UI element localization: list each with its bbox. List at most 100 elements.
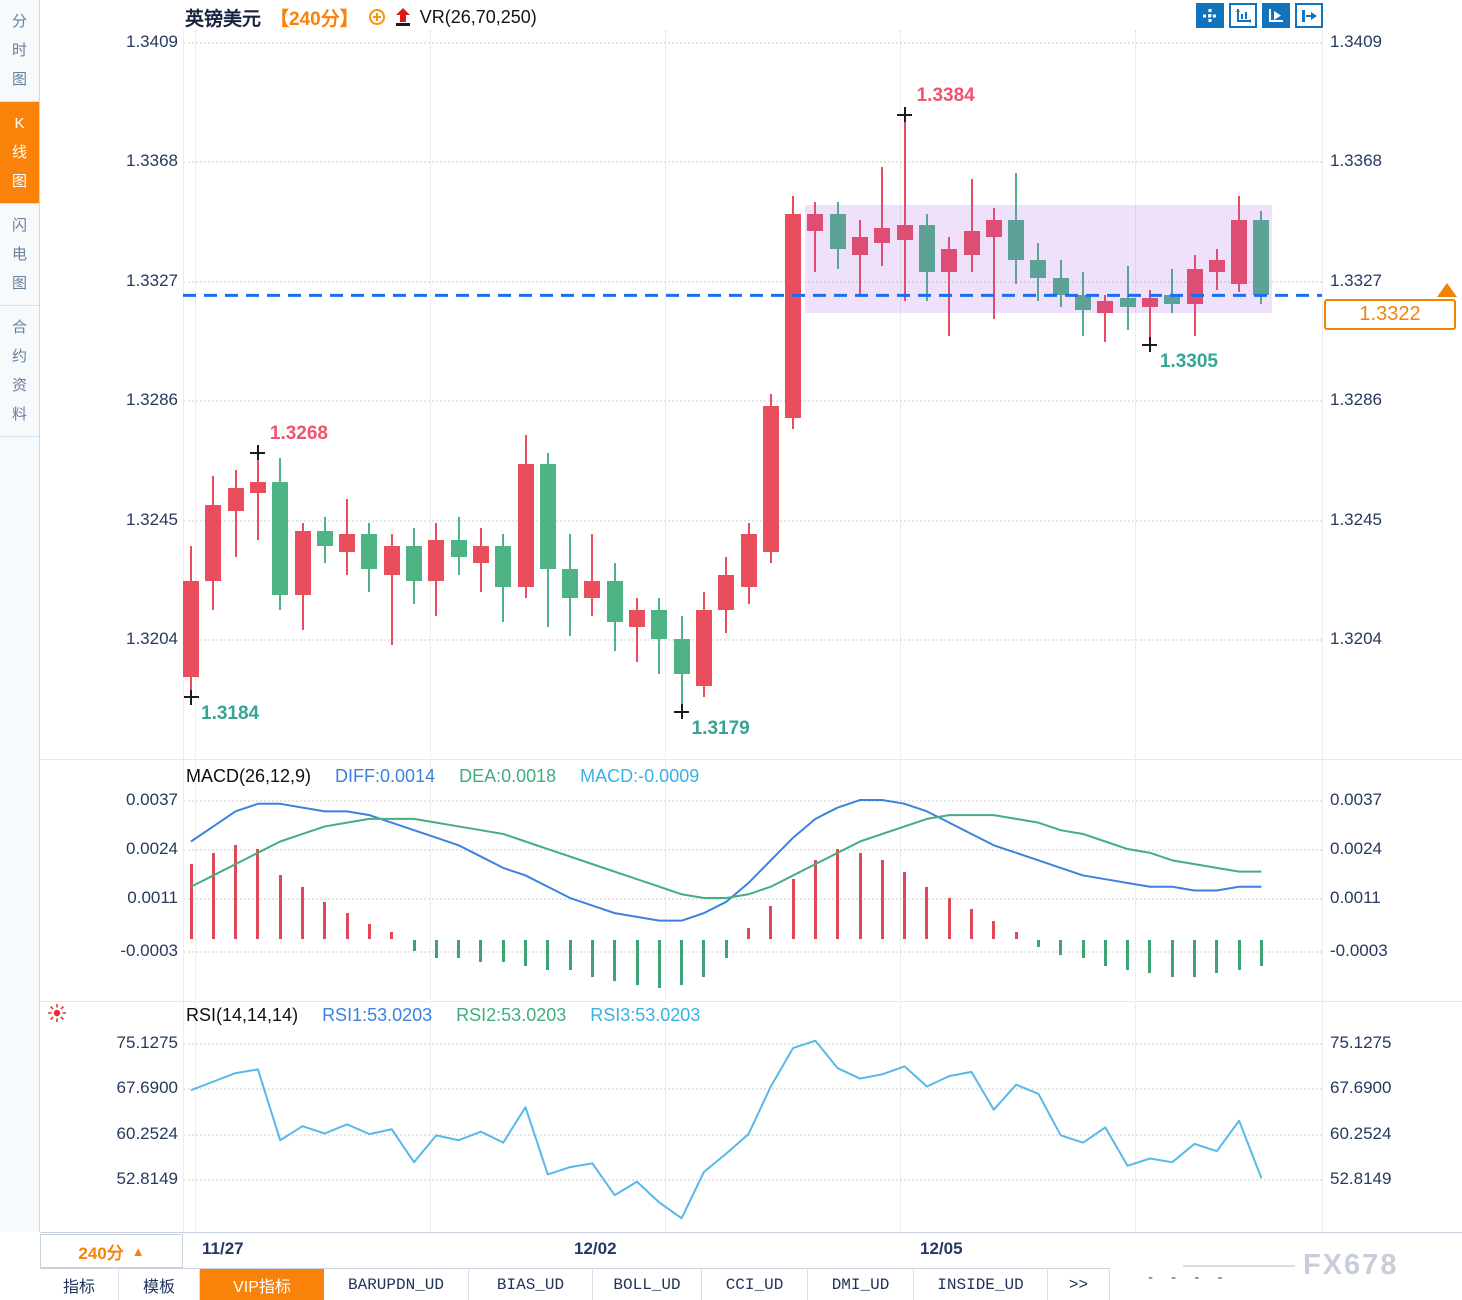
candle-body	[249, 481, 266, 494]
candle-body	[1008, 219, 1025, 261]
candle-wick	[636, 598, 638, 663]
tab-inside-ud[interactable]: INSIDE_UD	[914, 1269, 1048, 1300]
sidebar-tab-contract-info[interactable]: 合约资料	[0, 306, 39, 437]
macd-histogram-bar	[769, 905, 773, 940]
play-chart-icon	[1269, 9, 1283, 22]
tab-more[interactable]: >>	[1048, 1269, 1110, 1300]
macd-axis-label-right: 0.0037	[1330, 790, 1382, 810]
macd-histogram-bar	[479, 939, 483, 963]
pan-right-button[interactable]	[1295, 3, 1323, 28]
price-axis-label-left: 1.3327	[126, 270, 178, 290]
macd-histogram-bar	[434, 939, 438, 959]
rsi1-value: RSI1:53.0203	[322, 1005, 433, 1025]
tab-barupdn-ud[interactable]: BARUPDN_UD	[324, 1269, 469, 1300]
macd-histogram-bar	[1036, 939, 1040, 948]
gridline-horizontal	[183, 950, 1322, 953]
macd-header: MACD(26,12,9) DIFF:0.0014 DEA:0.0018 MAC…	[186, 766, 699, 787]
macd-histogram-bar	[1237, 939, 1241, 970]
grid-layout-button[interactable]	[1196, 3, 1224, 28]
candle-body	[852, 237, 868, 255]
candle-body	[361, 534, 378, 570]
tab-vip-indicators[interactable]: VIP指标	[200, 1269, 324, 1300]
sidebar-tab-label: K线图	[11, 115, 27, 190]
macd-histogram-bar	[412, 939, 416, 951]
candle-body	[294, 531, 311, 596]
macd-histogram-bar	[390, 931, 394, 940]
macd-histogram-bar	[1103, 939, 1107, 966]
price-axis-label-left: 1.3368	[126, 151, 178, 171]
macd-axis-label-right: 0.0011	[1330, 888, 1381, 908]
macd-histogram-bar	[1193, 939, 1196, 978]
rsi-axis-label-right: 67.6900	[1330, 1078, 1392, 1098]
axis-scale-icon	[1236, 9, 1251, 23]
candle-body	[183, 580, 199, 677]
candle-wick	[1148, 289, 1151, 345]
price-axis-label-left: 1.3245	[126, 509, 178, 529]
arrow-exit-right-icon	[1302, 9, 1317, 22]
extreme-cross-marker	[674, 704, 690, 720]
candle-body	[1075, 295, 1091, 310]
low-price-label: 1.3179	[691, 717, 750, 739]
candle-body	[762, 406, 779, 552]
macd-histogram-bar	[457, 939, 461, 959]
period-selector[interactable]: 240分 ▲	[40, 1234, 183, 1268]
tab-templates[interactable]: 模板	[119, 1269, 200, 1300]
macd-axis-label-left: 0.0024	[126, 839, 178, 859]
price-axis-label-left: 1.3204	[126, 629, 178, 648]
sidebar-tab-time-chart[interactable]: 分时图	[0, 0, 39, 102]
sidebar-tab-label: 分时图	[11, 13, 27, 88]
candle-wick	[390, 534, 393, 645]
rsi-axis-label-right: 52.8149	[1330, 1169, 1392, 1189]
candle-body	[1141, 298, 1158, 307]
trend-up-arrow-icon[interactable]	[395, 7, 411, 27]
candle-body	[829, 213, 846, 249]
period-label[interactable]: 【240分】	[270, 8, 359, 30]
macd-histogram-bar	[1126, 939, 1130, 970]
candle-body	[428, 539, 445, 581]
auto-scroll-button[interactable]	[1262, 3, 1290, 28]
candle-wick	[881, 167, 884, 267]
tab-cci-ud[interactable]: CCI_UD	[702, 1269, 808, 1300]
candle-body	[695, 609, 712, 686]
candle-body	[539, 464, 556, 570]
watermark: FX678	[1303, 1249, 1399, 1281]
tab-bias-ud[interactable]: BIAS_UD	[469, 1269, 593, 1300]
axis-scale-button[interactable]	[1229, 3, 1257, 28]
candle-body	[985, 219, 1002, 238]
price-axis-label-right: 1.3204	[1330, 629, 1382, 648]
macd-histogram-bar	[680, 939, 684, 985]
macd-axis-label-left: 0.0011	[127, 888, 178, 908]
tab-boll-ud[interactable]: BOLL_UD	[593, 1269, 702, 1300]
candle-body	[718, 574, 735, 610]
macd-histogram-bar	[635, 939, 639, 985]
period-selector-label: 240分	[78, 1243, 124, 1263]
macd-histogram-bar	[657, 939, 661, 989]
macd-histogram-bar	[613, 939, 617, 981]
macd-histogram-bar	[367, 924, 371, 940]
candle-body	[406, 545, 422, 581]
candle-wick	[948, 237, 951, 337]
rsi-axis-label-right: 60.2524	[1330, 1123, 1392, 1143]
candle-body	[1119, 298, 1136, 307]
rsi-axis-label-left: 60.2524	[116, 1123, 178, 1143]
sun-icon[interactable]	[47, 1003, 67, 1028]
macd-histogram-bar	[1259, 939, 1263, 966]
macd-axis-label-left: 0.0037	[126, 790, 178, 810]
add-indicator-icon[interactable]	[368, 8, 386, 26]
candle-body	[339, 534, 356, 552]
candle-body	[1052, 277, 1069, 296]
gridline-horizontal	[183, 400, 1322, 403]
macd-diff-value: DIFF:0.0014	[335, 766, 436, 786]
rsi-panel-separator	[40, 1001, 1462, 1002]
tab-indicators[interactable]: 指标	[40, 1269, 119, 1300]
tab-dmi-ud[interactable]: DMI_UD	[808, 1269, 914, 1300]
sidebar-tab-flash-chart[interactable]: 闪电图	[0, 204, 39, 306]
macd-histogram-bar	[1014, 931, 1018, 940]
candle-body	[874, 228, 891, 243]
vr-indicator-label: VR(26,70,250)	[419, 6, 537, 27]
sidebar-tab-kline-chart[interactable]: K线图	[0, 102, 39, 204]
macd-title: MACD(26,12,9)	[186, 766, 312, 786]
rsi-title: RSI(14,14,14)	[186, 1005, 299, 1025]
